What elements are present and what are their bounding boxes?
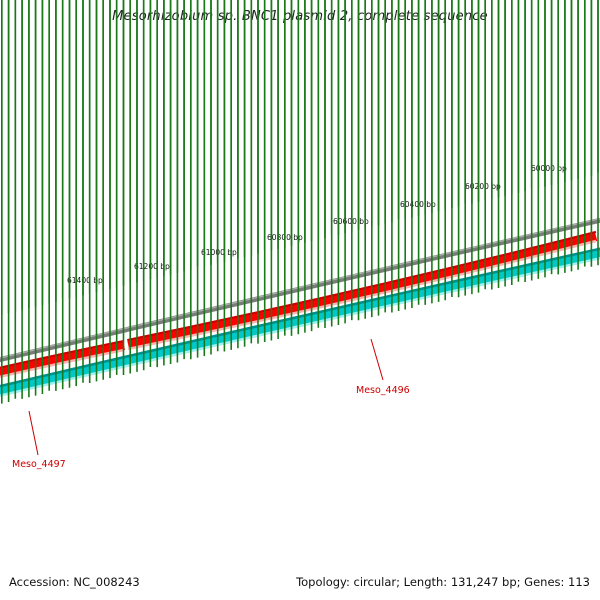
bp-label: 61200 bp (134, 262, 170, 271)
bp-label: 60000 bp (531, 164, 567, 173)
gene-name-label: Meso_4497 (12, 459, 66, 470)
bp-label: 61400 bp (67, 276, 103, 285)
topology-summary-text: Topology: circular; Length: 131,247 bp; … (296, 575, 590, 589)
reverse-track (0, 247, 600, 397)
inner-tick-ruler (0, 0, 599, 404)
bp-label: 61000 bp (201, 248, 237, 257)
gene-name-label: Meso_4496 (356, 385, 410, 396)
gene-label-meso-4497: Meso_4497 (12, 410, 66, 470)
map-title: Mesorhizobium sp. BNC1 plasmid 2, comple… (112, 9, 488, 24)
backbone-track (0, 217, 600, 363)
gene-label-meso-4496: Meso_4496 (356, 338, 410, 396)
bp-label: 60200 bp (465, 182, 501, 191)
accession-text: Accession: NC_008243 (9, 575, 140, 589)
